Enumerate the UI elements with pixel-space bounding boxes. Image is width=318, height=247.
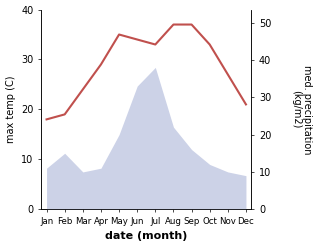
X-axis label: date (month): date (month) [105, 231, 187, 242]
Y-axis label: max temp (C): max temp (C) [5, 76, 16, 143]
Y-axis label: med. precipitation
(kg/m2): med. precipitation (kg/m2) [291, 65, 313, 154]
